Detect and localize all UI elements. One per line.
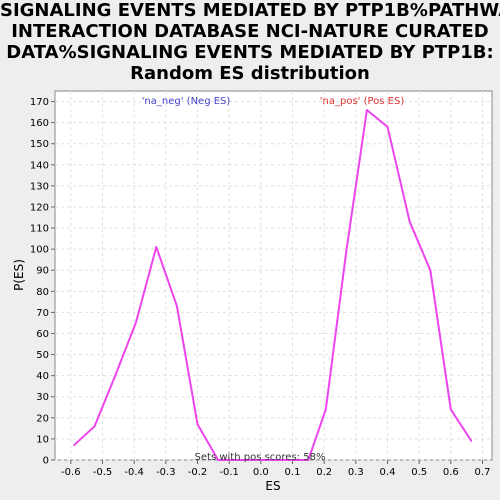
data-point — [366, 109, 368, 111]
y-axis-label: P(ES) — [12, 259, 26, 291]
x-tick-label: 0.7 — [475, 467, 491, 478]
data-point — [114, 374, 116, 377]
data-point — [176, 305, 178, 307]
y-tick-label: 160 — [30, 118, 49, 129]
title-line-4: Random ES distribution — [130, 63, 370, 84]
data-point — [155, 246, 158, 248]
x-tick-label: -0.3 — [156, 467, 176, 478]
chart-title: SIGNALING EVENTS MEDIATED BY PTP1B%PATHW… — [0, 0, 500, 84]
plot-area — [54, 90, 493, 461]
neg-es-annotation: 'na_neg' (Neg ES) — [142, 96, 231, 107]
data-point — [324, 408, 327, 411]
x-axis-label: ES — [265, 479, 280, 493]
x-tick-label: 0.5 — [411, 467, 427, 478]
series-layer — [73, 109, 473, 461]
y-tick-label: 30 — [36, 392, 49, 403]
y-tick-label: 80 — [36, 287, 49, 298]
x-tick-label: 0.6 — [443, 467, 459, 478]
title-line-3: DATA%SIGNALING EVENTS MEDIATED BY PTP1B: — [6, 42, 494, 63]
y-tick-label: 10 — [36, 434, 49, 445]
x-tick-label: 0.2 — [316, 467, 332, 478]
x-tick-label: 0.4 — [380, 467, 396, 478]
x-tick-label: 0.0 — [253, 467, 269, 478]
y-tick-label: 50 — [36, 350, 49, 361]
data-point — [386, 126, 389, 128]
data-point — [429, 269, 432, 272]
x-tick-label: -0.4 — [124, 467, 144, 478]
data-point — [470, 440, 473, 442]
y-tick-label: 110 — [30, 224, 49, 235]
y-tick-label: 130 — [30, 181, 49, 192]
x-tick-label: -0.6 — [61, 467, 81, 478]
y-tick-label: 100 — [30, 245, 49, 256]
x-tick-label: 0.3 — [348, 467, 364, 478]
y-tick-label: 170 — [30, 97, 49, 108]
data-point — [217, 459, 219, 461]
y-tick-label: 20 — [36, 413, 49, 424]
y-tick-label: 70 — [36, 308, 49, 319]
data-point — [73, 444, 75, 447]
y-tick-label: 150 — [30, 139, 49, 150]
pos-scores-footer: Sets with pos scores: 58% — [195, 452, 326, 463]
y-tick-label: 0 — [43, 456, 49, 467]
y-tick-label: 90 — [36, 266, 49, 277]
data-point — [134, 322, 137, 324]
data-point — [196, 423, 199, 425]
x-tick-label: 0.1 — [285, 467, 301, 478]
title-line-2: INTERACTION DATABASE NCI-NATURE CURATED — [11, 21, 489, 42]
x-axis: -0.6 -0.5 -0.4 -0.3 -0.2 -0.1 0.0 0.1 0.2 0.3 0.4 0… — [61, 460, 490, 478]
title-line-1: SIGNALING EVENTS MEDIATED BY PTP1B%PATHW… — [0, 0, 500, 21]
data-point — [93, 425, 96, 428]
x-tick-label: -0.5 — [93, 467, 113, 478]
grid — [55, 91, 492, 461]
data-point — [345, 250, 348, 253]
x-tick-label: -0.1 — [219, 467, 239, 478]
y-tick-label: 140 — [30, 160, 49, 171]
y-tick-label: 120 — [30, 202, 49, 213]
y-tick-label: 60 — [36, 329, 49, 340]
x-tick-label: -0.2 — [188, 467, 208, 478]
data-point — [307, 459, 310, 461]
data-point — [450, 408, 452, 411]
data-point — [408, 220, 411, 223]
y-tick-label: 40 — [36, 371, 49, 382]
pos-es-annotation: 'na_pos' (Pos ES) — [320, 96, 405, 107]
y-axis: 0 10 20 30 40 50 60 70 80 90 100 110 120 130 140 150 160… — [30, 97, 55, 467]
